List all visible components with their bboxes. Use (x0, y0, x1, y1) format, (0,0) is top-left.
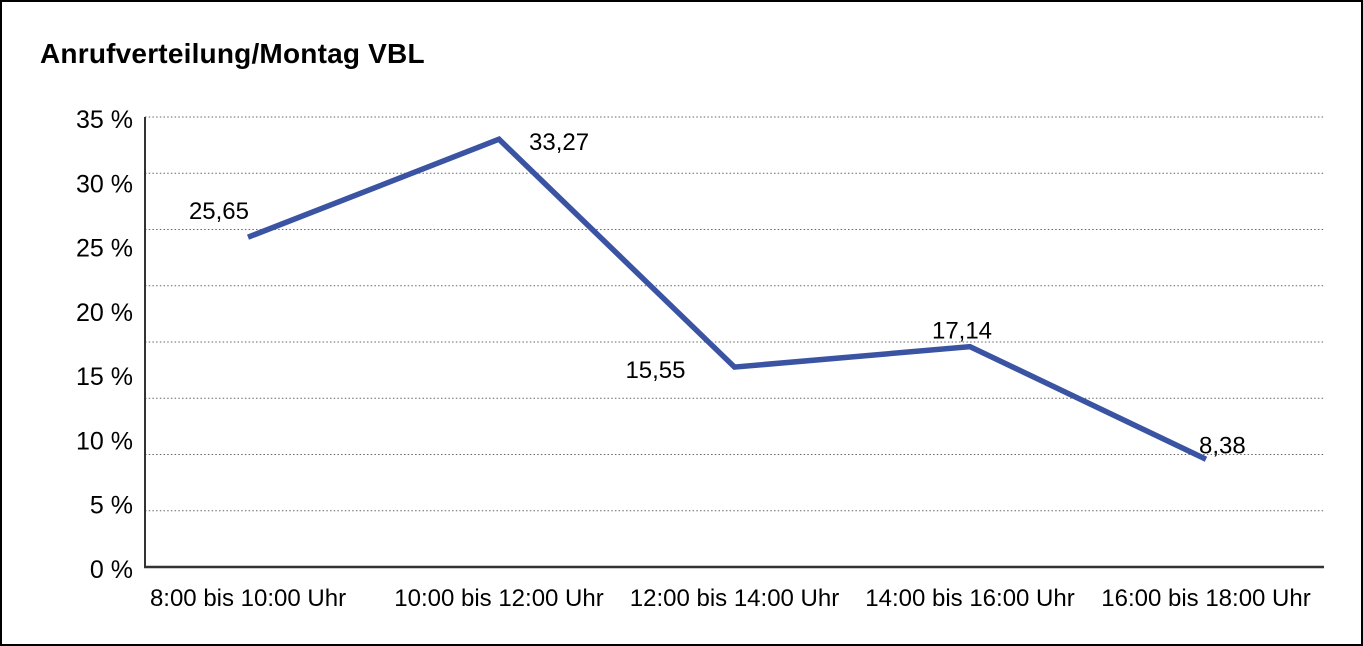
data-point-label: 25,65 (189, 198, 249, 225)
x-category-label: 14:00 bis 16:00 Uhr (865, 585, 1074, 612)
y-tick-label: 30 % (76, 170, 133, 198)
y-tick-label: 20 % (76, 299, 133, 327)
x-category-label: 8:00 bis 10:00 Uhr (150, 585, 346, 612)
x-category-label: 10:00 bis 12:00 Uhr (394, 585, 603, 612)
chart-title: Anrufverteilung/Montag VBL (40, 38, 425, 69)
data-point-label: 33,27 (529, 129, 589, 156)
y-tick-label: 25 % (76, 235, 133, 263)
y-tick-label: 0 % (90, 556, 133, 584)
data-point-label: 17,14 (932, 318, 992, 345)
y-tick-label: 10 % (76, 427, 133, 455)
data-point-label: 15,55 (625, 357, 685, 384)
data-point-label: 8,38 (1199, 432, 1246, 459)
series-line (247, 136, 1208, 462)
y-tick-label: 5 % (90, 492, 133, 520)
x-category-label: 16:00 bis 18:00 Uhr (1101, 585, 1310, 612)
y-tick-label: 15 % (76, 363, 133, 391)
x-category-label: 12:00 bis 14:00 Uhr (630, 585, 839, 612)
y-tick-label: 35 % (76, 106, 133, 134)
